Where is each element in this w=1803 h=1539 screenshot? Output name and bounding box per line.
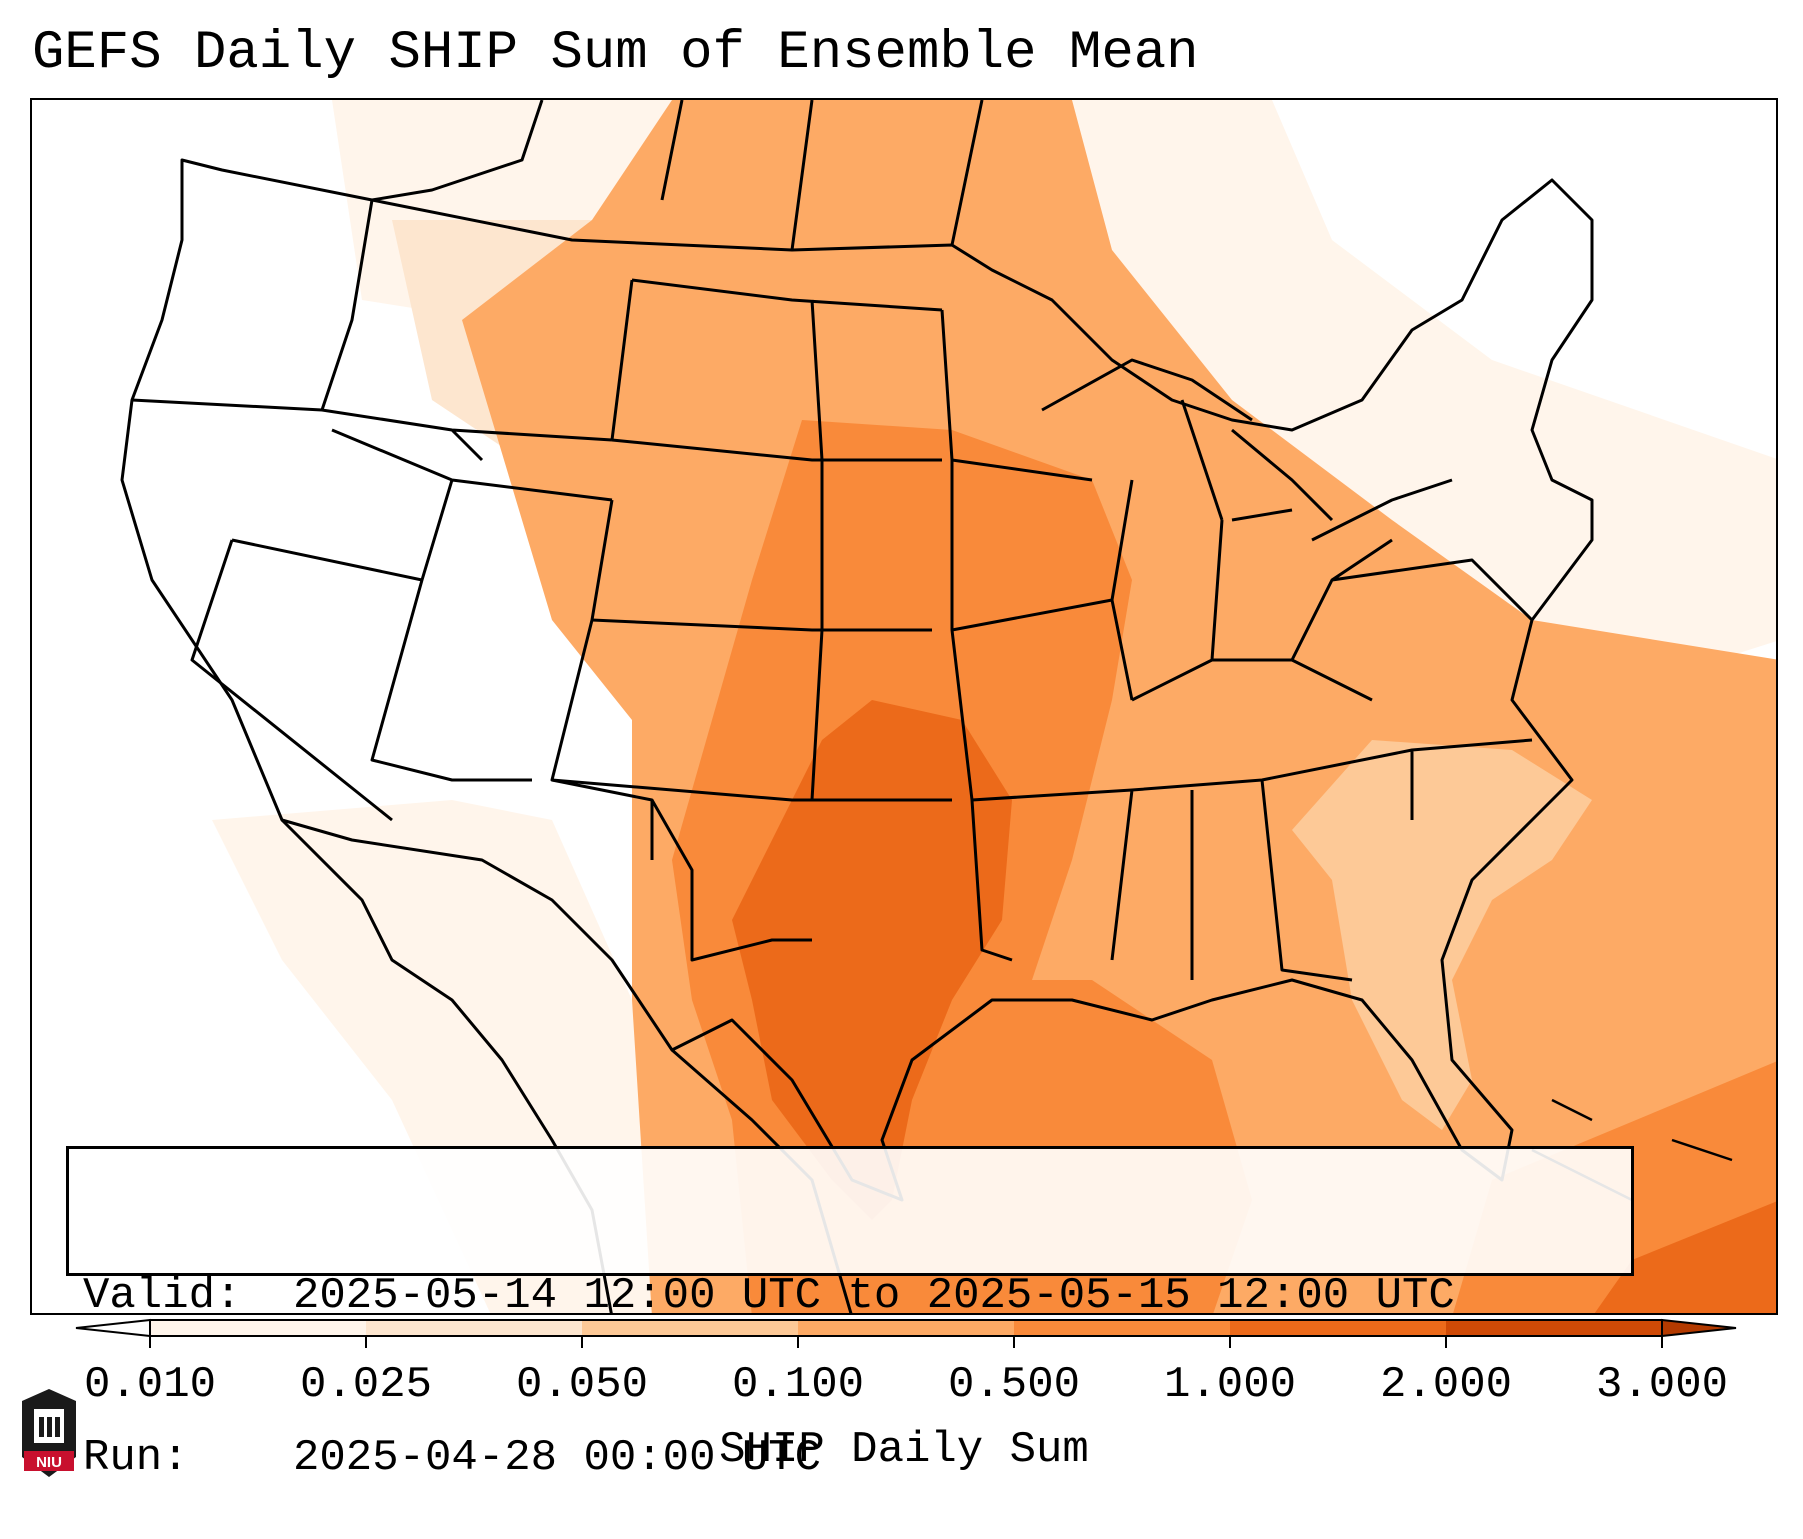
colorbar-segment [150,1320,367,1336]
valid-line: Valid: 2025-05-14 12:00 UTC to 2025-05-15… [83,1269,1617,1323]
colorbar-ticks [149,1336,1663,1348]
colorbar-tick-label: 0.050 [515,1360,649,1410]
colorbar-tick-label: 2.000 [1379,1360,1513,1410]
forecast-map [120,100,1776,1313]
niu-logo-icon: NIU [22,1389,76,1477]
logo-text: NIU [36,1454,62,1471]
us-outline [120,158,1594,1202]
colorbar-segment [1230,1320,1447,1336]
valid-value: 2025-05-14 12:00 UTC to 2025-05-15 12:00… [293,1271,1455,1321]
state-boundaries [120,100,1733,1313]
colorbar-segment [366,1320,583,1336]
colorbar-tick-label: 0.025 [299,1360,433,1410]
colorbar-segments [149,1319,1663,1337]
canada-border [371,100,984,251]
run-value: 2025-04-28 00:00 UTC [293,1433,822,1483]
colorbar-segment [582,1320,799,1336]
chart-title: GEFS Daily SHIP Sum of Ensemble Mean [32,23,1199,84]
valid-key: Valid: [83,1271,242,1321]
shade-tan-southeast [1292,740,1592,1130]
colorbar [75,1318,1737,1348]
colorbar-segment [1446,1320,1663,1336]
colorbar-segment [1014,1320,1231,1336]
state-lines-east [951,458,1534,982]
map-panel [30,98,1778,1315]
state-lines-plains [551,278,1013,962]
colorbar-tick-label: 0.010 [83,1360,217,1410]
colorbar-tick-label: 3.000 [1595,1360,1729,1410]
run-line: Run: 2025-04-28 00:00 UTC [83,1431,1617,1485]
colorbar-tick-label: 0.100 [731,1360,865,1410]
colorbar-tick-label: 1.000 [1163,1360,1297,1410]
great-lakes [1041,358,1453,542]
colorbar-tick-label: 0.500 [947,1360,1081,1410]
logo-band [24,1451,74,1471]
colorbar-extend-max [1661,1318,1737,1338]
run-key: Run: [83,1433,189,1483]
ship-field-shading [212,100,1776,1313]
colorbar-label: SHIP Daily Sum [719,1425,1089,1475]
shade-dark-orange-core [732,700,1012,1220]
shade-dark-orange-south [1594,1201,1776,1313]
colorbar-extend-min [75,1318,151,1338]
colorbar-segment [798,1320,1015,1336]
valid-run-info-box: Valid: 2025-05-14 12:00 UTC to 2025-05-15… [66,1146,1634,1483]
